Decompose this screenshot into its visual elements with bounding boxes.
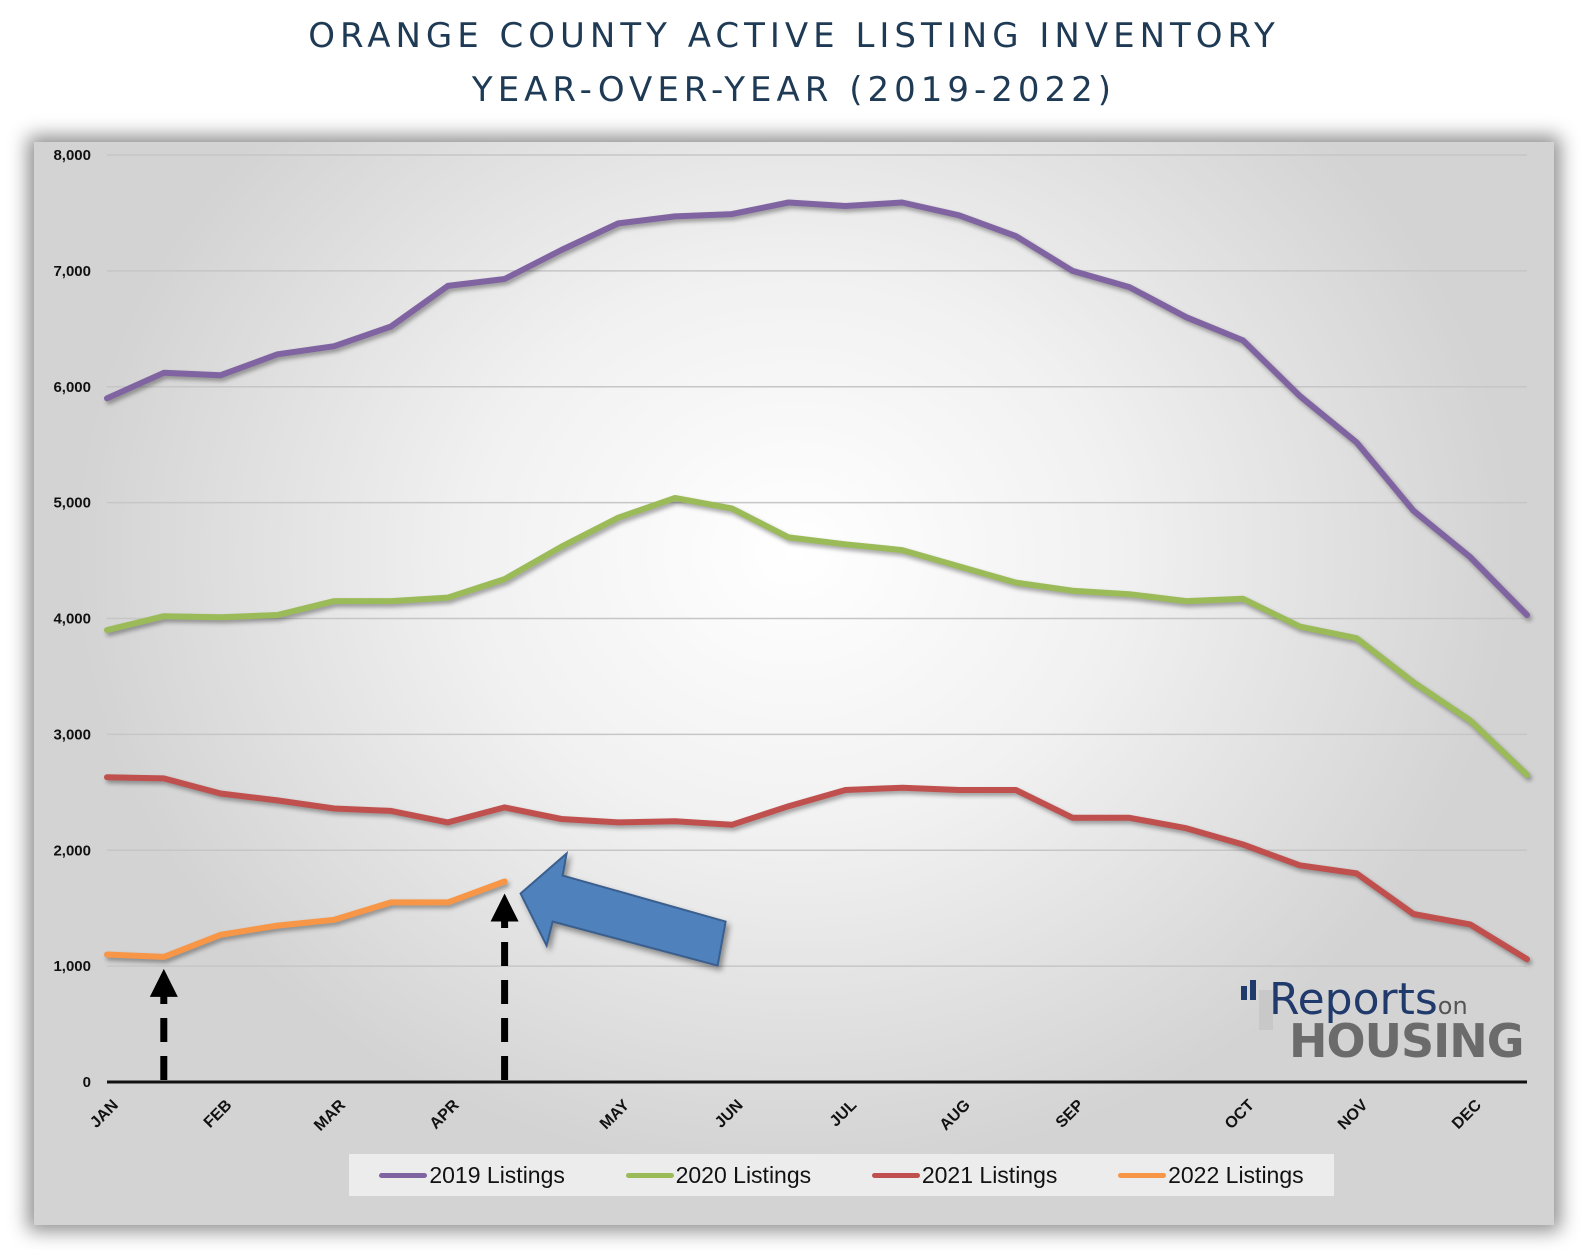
y-tick-label: 2,000 [53, 842, 91, 859]
legend-swatch-2020 [625, 1172, 674, 1178]
chart-title-line-1: ORANGE COUNTY ACTIVE LISTING INVENTORY [308, 16, 1280, 56]
legend-swatch-2022 [1118, 1172, 1167, 1178]
series-line-2 [104, 774, 1530, 963]
chart-panel: 8,000 7,000 6,000 5,000 4,000 3,000 2,000 1,000… [34, 142, 1554, 1225]
legend-label-2020: 2020 Listings [675, 1161, 812, 1188]
x-tick-label: AUG [937, 1097, 974, 1134]
x-tick-label: OCT [1222, 1097, 1258, 1133]
legend-item-2021: 2021 Listings [871, 1161, 1058, 1189]
annotation-arrow-feb-head [149, 968, 178, 997]
y-tick-label: 0 [83, 1074, 91, 1091]
x-tick-label: SEP [1053, 1097, 1088, 1132]
logo-text-reports: Reportson [1269, 974, 1468, 1025]
x-tick-label: JUL [827, 1097, 861, 1131]
house-logo-icon [1241, 980, 1273, 1030]
x-tick-label: APR [427, 1096, 463, 1132]
y-tick-label: 5,000 [53, 495, 91, 512]
y-tick-label: 3,000 [53, 726, 91, 743]
x-tick-label: JAN [87, 1097, 122, 1132]
series-line-1 [104, 495, 1530, 778]
x-tick-label: FEB [201, 1097, 236, 1132]
series-line-0 [104, 199, 1530, 618]
x-tick-label: MAR [311, 1096, 349, 1134]
y-tick-label: 1,000 [53, 958, 91, 975]
chart-title-line-2: YEAR-OVER-YEAR (2019-2022) [471, 70, 1117, 110]
x-tick-label: MAY [597, 1097, 633, 1133]
y-tick-label: 8,000 [53, 147, 91, 164]
logo-text-housing: HOUSING [1289, 1014, 1524, 1068]
legend-item-2022: 2022 Listings [1118, 1162, 1304, 1189]
callout-arrow [519, 850, 727, 967]
legend-label-2019: 2019 Listings [429, 1161, 565, 1188]
chart-legend: 2019 Listings 2020 Listings 2021 Listing… [349, 1154, 1334, 1196]
legend-label-2021: 2021 Listings [921, 1161, 1058, 1188]
series-line-3 [104, 878, 508, 960]
legend-item-2020: 2020 Listings [625, 1161, 812, 1189]
y-tick-label: 4,000 [53, 611, 91, 628]
y-tick-label: 6,000 [53, 379, 91, 396]
legend-label-2022: 2022 Listings [1168, 1161, 1304, 1188]
x-tick-label: DEC [1449, 1096, 1485, 1132]
annotation-arrow-apr-head [490, 893, 519, 922]
x-tick-label: JUN [712, 1097, 747, 1132]
y-tick-label: 7,000 [53, 263, 91, 280]
line-chart: 8,000 7,000 6,000 5,000 4,000 3,000 2,000 1,000… [53, 147, 1530, 1135]
legend-item-2019: 2019 Listings [379, 1162, 565, 1189]
legend-swatch-2021 [871, 1172, 920, 1178]
x-tick-label: NOV [1335, 1097, 1372, 1134]
reports-on-housing-logo: Reportson HOUSING [1239, 974, 1524, 1074]
legend-swatch-2019 [379, 1172, 428, 1178]
